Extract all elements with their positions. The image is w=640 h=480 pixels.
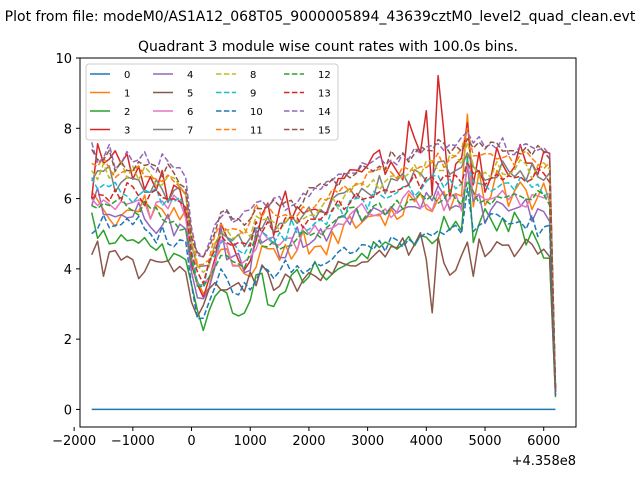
x-offset-label: +4.358e8 xyxy=(512,454,576,469)
legend-label-5: 5 xyxy=(187,89,193,100)
series-line-12 xyxy=(91,180,557,392)
legend-label-9: 9 xyxy=(250,89,256,100)
y-tick-label: 4 xyxy=(64,263,72,278)
x-tick-label: 2000 xyxy=(292,434,325,449)
legend-label-8: 8 xyxy=(250,70,256,81)
legend-label-13: 13 xyxy=(318,89,331,100)
legend-label-0: 0 xyxy=(124,70,130,81)
legend-label-12: 12 xyxy=(318,70,331,81)
legend-label-15: 15 xyxy=(318,126,331,137)
y-tick-label: 8 xyxy=(64,122,72,137)
series-line-5 xyxy=(91,231,557,396)
legend-label-14: 14 xyxy=(318,107,331,118)
x-tick-label: −2000 xyxy=(52,434,96,449)
figure-suptitle: Plot from file: modeM0/AS1A12_068T05_900… xyxy=(5,9,636,25)
y-tick-label: 2 xyxy=(64,333,72,348)
legend-label-7: 7 xyxy=(187,126,193,137)
legend-label-3: 3 xyxy=(124,126,130,137)
x-axis: −2000 −1000 0 1000 2000 3000 4000 5000 6000 xyxy=(52,427,560,449)
series-line-13 xyxy=(91,162,557,392)
legend-box xyxy=(85,63,339,141)
x-tick-label: 5000 xyxy=(468,434,501,449)
x-tick-label: −1000 xyxy=(111,434,155,449)
series-line-9 xyxy=(91,159,557,392)
chart-title: Quadrant 3 module wise count rates with … xyxy=(138,39,518,55)
series-line-15 xyxy=(91,138,557,389)
legend-label-1: 1 xyxy=(124,89,130,100)
legend-label-6: 6 xyxy=(187,107,193,118)
x-tick-label: 4000 xyxy=(410,434,443,449)
y-axis: 0 2 4 6 8 10 xyxy=(55,52,80,418)
x-tick-label: 3000 xyxy=(351,434,384,449)
legend-label-2: 2 xyxy=(124,107,130,118)
series-line-14 xyxy=(90,131,557,389)
series-line-10 xyxy=(91,187,557,396)
legend-label-10: 10 xyxy=(250,107,263,118)
y-tick-label: 6 xyxy=(64,193,72,208)
series-line-8 xyxy=(91,141,557,389)
series-line-2 xyxy=(90,155,557,398)
y-tick-label: 10 xyxy=(55,52,72,67)
legend-label-11: 11 xyxy=(250,126,263,137)
legend-label-4: 4 xyxy=(187,70,193,81)
series-line-11 xyxy=(91,127,557,389)
x-tick-label: 1000 xyxy=(234,434,267,449)
x-tick-label: 0 xyxy=(187,434,195,449)
x-tick-label: 6000 xyxy=(527,434,560,449)
plot-series xyxy=(90,74,557,411)
y-tick-label: 0 xyxy=(64,403,72,418)
plot-frame xyxy=(79,57,577,428)
